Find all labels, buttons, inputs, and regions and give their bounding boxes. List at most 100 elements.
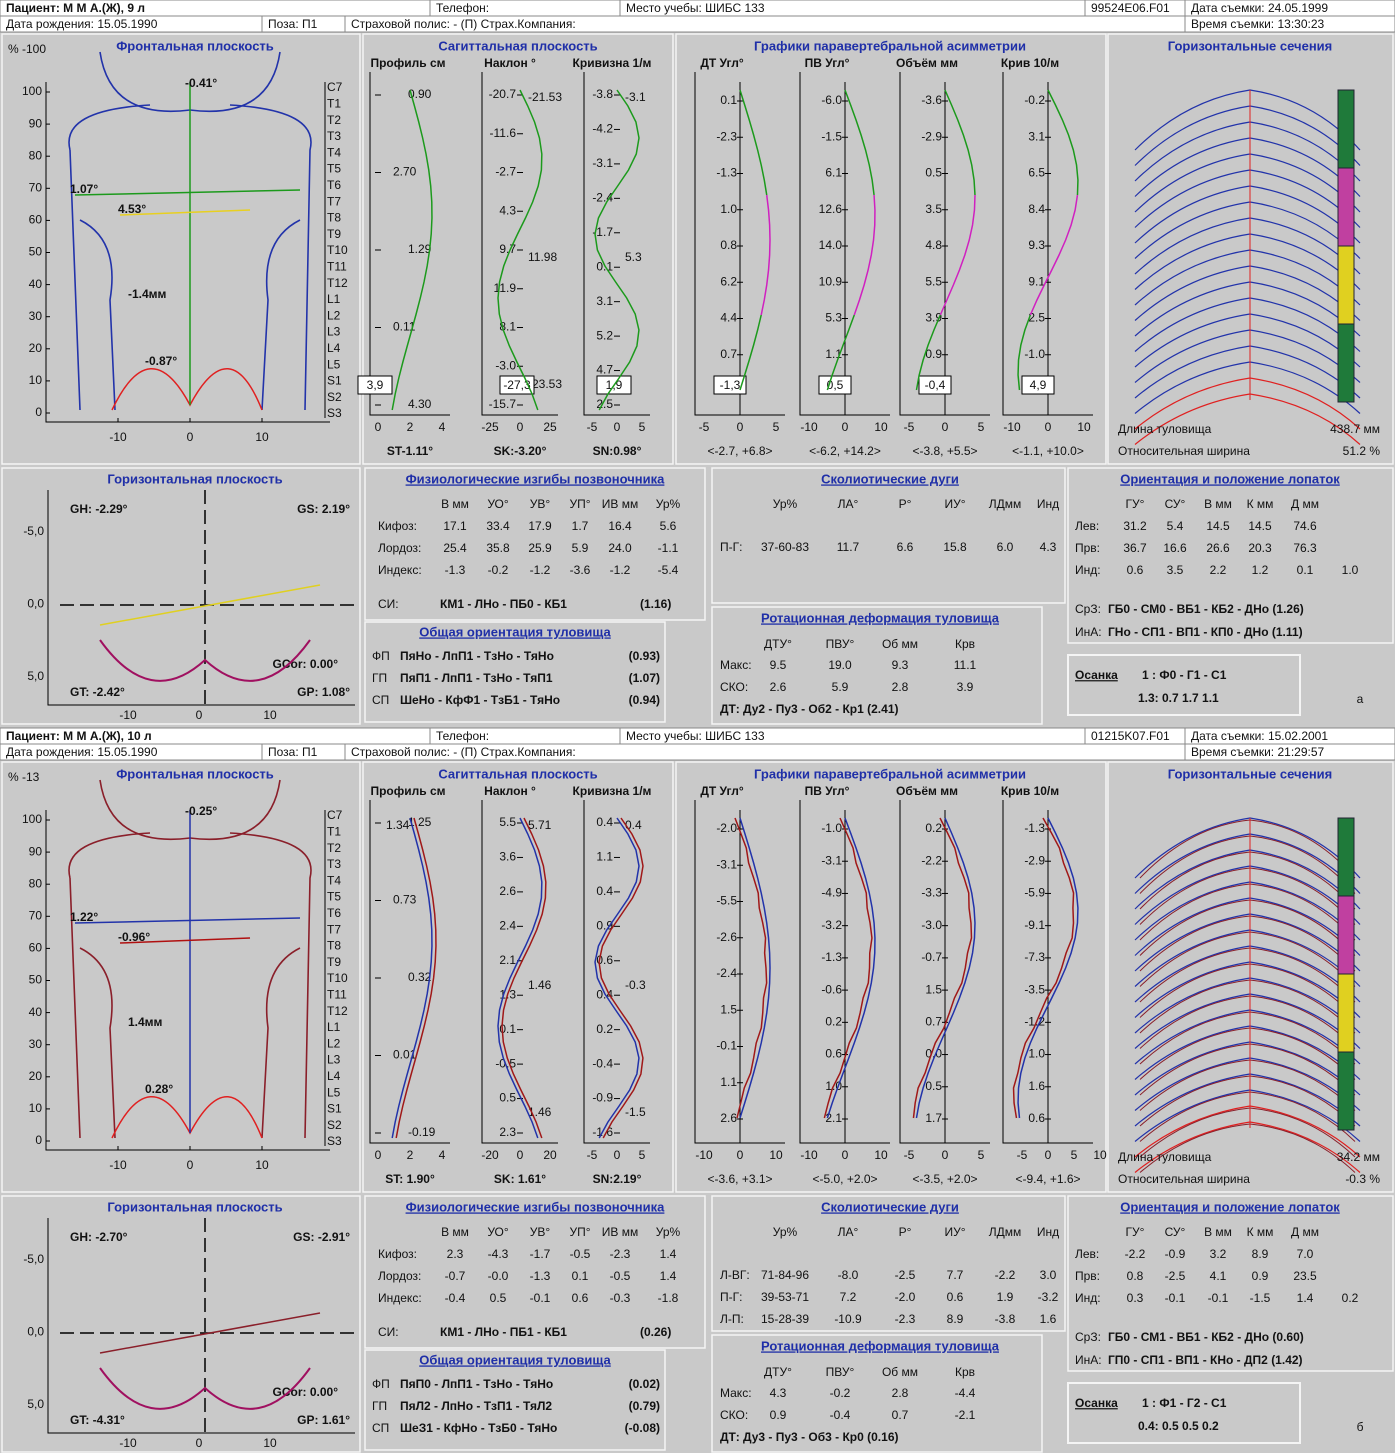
box-label: 3,9 — [367, 378, 384, 392]
row-label: Инд: — [1075, 1291, 1101, 1305]
cell: -1.2 — [610, 563, 631, 577]
vertebra-label: C7 — [327, 808, 343, 822]
value-label: -0.6 — [821, 982, 842, 996]
cell: 25.9 — [528, 541, 552, 555]
y-tick-label: 100 — [22, 84, 42, 98]
y-tick-label: 20 — [29, 341, 43, 355]
value-label: -0.1 — [716, 1039, 737, 1053]
header-text: Телефон: — [436, 1, 489, 15]
angle-label: GP: 1.08° — [297, 685, 350, 699]
vertebra-label: T9 — [327, 227, 341, 241]
x-tick-label: 10 — [255, 430, 269, 444]
extra-label: 5.71 — [528, 818, 552, 832]
cell: 11.7 — [837, 540, 860, 554]
value-label: -3.1 — [821, 853, 842, 867]
col-header: ПВУ° — [826, 637, 855, 651]
x-tick-label: -10 — [1003, 420, 1021, 434]
x-tick-label: 0 — [187, 1158, 194, 1172]
value-label: 0.2 — [925, 821, 942, 835]
vertebra-label: L2 — [327, 1036, 341, 1050]
plot-title: Объём мм — [896, 56, 958, 70]
value-label: -0.9 — [592, 1091, 613, 1105]
posture-label: Осанка — [1075, 1396, 1118, 1410]
annotation: 1.07° — [70, 182, 98, 196]
vertebra-label: L4 — [327, 341, 341, 355]
row-label: СрЗ: — [1075, 602, 1101, 616]
header-text: Пациент: М М А.(Ж), 9 л — [6, 1, 145, 15]
orientation-text: ШеНо - КфФ1 - ТзБ1 - ТяНо — [400, 693, 560, 707]
cell: 1.0 — [1342, 563, 1359, 577]
value-label: -0.19 — [408, 1125, 436, 1139]
cell: -2.0 — [895, 1290, 916, 1304]
vertebra-label: T7 — [327, 194, 341, 208]
x-tick-label: 10 — [263, 708, 277, 722]
x-tick-label: -10 — [119, 1436, 137, 1450]
value-label: 2.6 — [499, 884, 516, 898]
x-tick-label: 5 — [978, 420, 985, 434]
extra-label: 11.98 — [528, 250, 557, 264]
panel-title: Сколиотические дуги — [821, 1199, 959, 1214]
footer-label: SN:0.98° — [593, 444, 642, 458]
annotation: -0.25° — [185, 804, 217, 818]
panel-title: Ориентация и положение лопаток — [1120, 1199, 1340, 1214]
plot-title: ДТ Угл° — [700, 784, 744, 798]
plot-title: Кривизна 1/м — [573, 784, 652, 798]
vertebra-label: S3 — [327, 1134, 342, 1148]
range-label: <-1.1, +10.0> — [1012, 444, 1084, 458]
plot-title: Профиль см — [370, 784, 445, 798]
header-text: Место учебы: ШИБС 133 — [626, 1, 765, 15]
cell: 16.4 — [608, 519, 632, 533]
value-label: 0.5 — [499, 1091, 516, 1105]
panel-title: Сагиттальная плоскость — [438, 38, 597, 53]
panel-title: Ориентация и положение лопаток — [1120, 471, 1340, 486]
value-label: -2.4 — [716, 966, 737, 980]
indicator-bar — [1338, 246, 1354, 324]
indicator-bar — [1338, 896, 1354, 974]
row-label: Инд: — [1075, 563, 1101, 577]
col-header: Р° — [899, 497, 912, 511]
header-text: Страховой полис: - (П) Страх.Компания: — [351, 745, 576, 759]
annotation: 0.28° — [145, 1082, 173, 1096]
col-header: ЛДмм — [989, 497, 1022, 511]
annotation: -0.41° — [185, 76, 217, 90]
x-tick-label: 0 — [1045, 420, 1052, 434]
cell: 0.8 — [1127, 1269, 1144, 1283]
cell: -2.2 — [995, 1268, 1016, 1282]
cell: 1.2 — [1252, 563, 1269, 577]
value-label: -2.2 — [921, 853, 942, 867]
x-tick-label: 5 — [639, 1148, 646, 1162]
vertebra-label: L2 — [327, 308, 341, 322]
vertebra-label: T4 — [327, 145, 341, 159]
row-label: СКО: — [720, 680, 748, 694]
col-header: Ур% — [773, 497, 798, 511]
col-header: УО° — [487, 497, 509, 511]
row-label: Л-ВГ: — [720, 1268, 750, 1282]
col-header: УО° — [487, 1225, 509, 1239]
value-label: -2.9 — [921, 129, 942, 143]
vertebra-label: T6 — [327, 178, 341, 192]
range-label: <-2.7, +6.8> — [707, 444, 772, 458]
col-header: УВ° — [530, 497, 551, 511]
vertebra-label: T12 — [327, 276, 348, 290]
cell: 3.0 — [1040, 1268, 1057, 1282]
vertebra-label: T8 — [327, 939, 341, 953]
dt-line: ДТ: Ду3 - Пу3 - Об3 - Кр0 (0.16) — [720, 1430, 899, 1444]
value-label: -3.3 — [921, 886, 942, 900]
y-tick-label: 0 — [35, 405, 42, 419]
row-label: Лев: — [1075, 1247, 1099, 1261]
panel-frame — [712, 468, 1065, 603]
cell: 2.6 — [770, 680, 787, 694]
annotation: -1.4мм — [128, 287, 167, 301]
panel-frame — [1068, 1196, 1393, 1371]
value-label: -7.3 — [1024, 950, 1045, 964]
value-label: 6.1 — [825, 166, 842, 180]
vertebra-label: S3 — [327, 406, 342, 420]
col-header: УВ° — [530, 1225, 551, 1239]
cell: 36.7 — [1123, 541, 1147, 555]
y-tick-label: 20 — [29, 1069, 43, 1083]
plot-title: ПВ Угл° — [805, 56, 850, 70]
extra-label: 1.34 — [386, 818, 410, 832]
cell: 0.9 — [1252, 1269, 1269, 1283]
value-label: -3.1 — [716, 857, 737, 871]
cell: -5.4 — [658, 563, 679, 577]
